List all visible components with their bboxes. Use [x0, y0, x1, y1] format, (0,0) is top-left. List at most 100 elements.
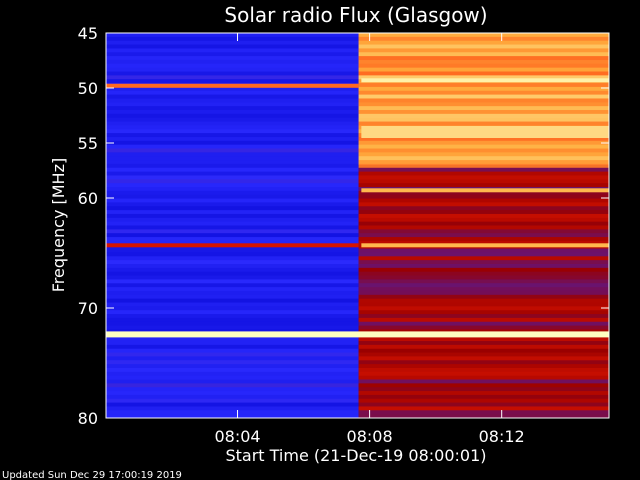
- texture-strip: [358, 110, 609, 115]
- texture-strip: [358, 71, 609, 76]
- x-tick-label-08:04: 08:04: [214, 427, 260, 446]
- texture-strip: [358, 279, 609, 284]
- texture-strip: [106, 194, 359, 199]
- texture-strip: [358, 163, 609, 169]
- texture-strip: [106, 287, 359, 292]
- emission-band-6: [361, 243, 609, 248]
- texture-strip: [358, 183, 609, 188]
- texture-strip: [358, 198, 609, 203]
- texture-strip: [106, 394, 359, 400]
- texture-strip: [106, 225, 359, 230]
- texture-strip: [106, 206, 359, 211]
- texture-strip: [106, 348, 359, 353]
- texture-strip: [106, 113, 359, 118]
- texture-strip: [106, 402, 359, 407]
- texture-strip: [358, 210, 609, 215]
- texture-strip: [106, 140, 359, 145]
- texture-strip: [106, 379, 359, 384]
- texture-strip: [358, 48, 609, 53]
- texture-strip: [358, 344, 609, 349]
- texture-strip: [358, 317, 609, 323]
- texture-strip: [106, 129, 359, 134]
- texture-strip: [106, 375, 359, 380]
- texture-strip: [358, 325, 609, 330]
- texture-strip: [358, 206, 609, 211]
- texture-strip: [358, 348, 609, 353]
- texture-strip: [106, 167, 359, 172]
- texture-strip: [358, 117, 609, 122]
- texture-strip: [106, 252, 359, 257]
- texture-strip: [106, 75, 359, 80]
- texture-strip: [106, 148, 359, 153]
- texture-strip: [358, 217, 609, 222]
- texture-strip: [358, 221, 609, 226]
- texture-strip: [358, 56, 609, 61]
- texture-strip: [358, 398, 609, 403]
- texture-strip: [106, 260, 359, 265]
- texture-strip: [358, 90, 609, 95]
- texture-strip: [106, 383, 359, 388]
- texture-strip: [358, 391, 609, 396]
- texture-strip: [358, 321, 609, 326]
- texture-strip: [106, 217, 359, 222]
- texture-strip: [106, 406, 359, 411]
- texture-strip: [106, 52, 359, 57]
- y-tick-label-80: 80: [78, 409, 98, 428]
- texture-strip: [358, 136, 609, 142]
- y-tick-label-60: 60: [78, 189, 98, 208]
- updated-timestamp: Updated Sun Dec 29 17:00:19 2019: [2, 470, 182, 480]
- texture-strip: [106, 364, 359, 369]
- emission-band-7: [106, 331, 609, 338]
- texture-strip: [106, 283, 359, 288]
- texture-strip: [358, 194, 609, 199]
- texture-strip: [358, 121, 609, 126]
- texture-strip: [358, 352, 609, 357]
- texture-strip: [358, 102, 609, 107]
- texture-strip: [106, 210, 359, 215]
- texture-strip: [358, 237, 609, 242]
- x-tick-label-08:12: 08:12: [479, 427, 525, 446]
- texture-strip: [106, 56, 359, 61]
- texture-strip: [358, 290, 609, 296]
- texture-strip: [106, 213, 359, 219]
- texture-strip: [106, 36, 359, 41]
- texture-strip: [106, 279, 359, 284]
- texture-strip: [358, 314, 609, 319]
- texture-strip: [106, 310, 359, 315]
- texture-strip: [106, 240, 359, 246]
- x-tick-label-08:08: 08:08: [347, 427, 393, 446]
- texture-strip: [106, 302, 359, 307]
- texture-strip: [106, 371, 359, 376]
- texture-strip: [358, 387, 609, 392]
- texture-strip: [106, 356, 359, 361]
- texture-strip: [106, 248, 359, 253]
- texture-strip: [106, 337, 359, 342]
- texture-strip: [358, 83, 609, 88]
- intensity-texture: [106, 33, 609, 418]
- texture-strip: [106, 33, 359, 38]
- texture-strip: [106, 183, 359, 188]
- texture-strip: [106, 171, 359, 176]
- texture-strip: [358, 260, 609, 265]
- texture-strip: [106, 317, 359, 323]
- texture-strip: [106, 271, 359, 276]
- texture-strip: [358, 63, 609, 68]
- texture-strip: [358, 302, 609, 307]
- texture-strip: [358, 94, 609, 99]
- texture-strip: [106, 294, 359, 299]
- texture-strip: [358, 306, 609, 311]
- chart-title: Solar radio Flux (Glasgow): [224, 3, 487, 27]
- texture-strip: [358, 225, 609, 230]
- texture-strip: [358, 360, 609, 365]
- texture-strip: [358, 256, 609, 261]
- texture-strip: [106, 94, 359, 99]
- texture-strip: [106, 325, 359, 330]
- texture-strip: [106, 67, 359, 72]
- texture-strip: [358, 44, 609, 49]
- texture-strip: [358, 271, 609, 276]
- texture-strip: [106, 237, 359, 242]
- texture-strip: [106, 221, 359, 226]
- texture-strip: [106, 410, 359, 415]
- texture-strip: [358, 414, 609, 418]
